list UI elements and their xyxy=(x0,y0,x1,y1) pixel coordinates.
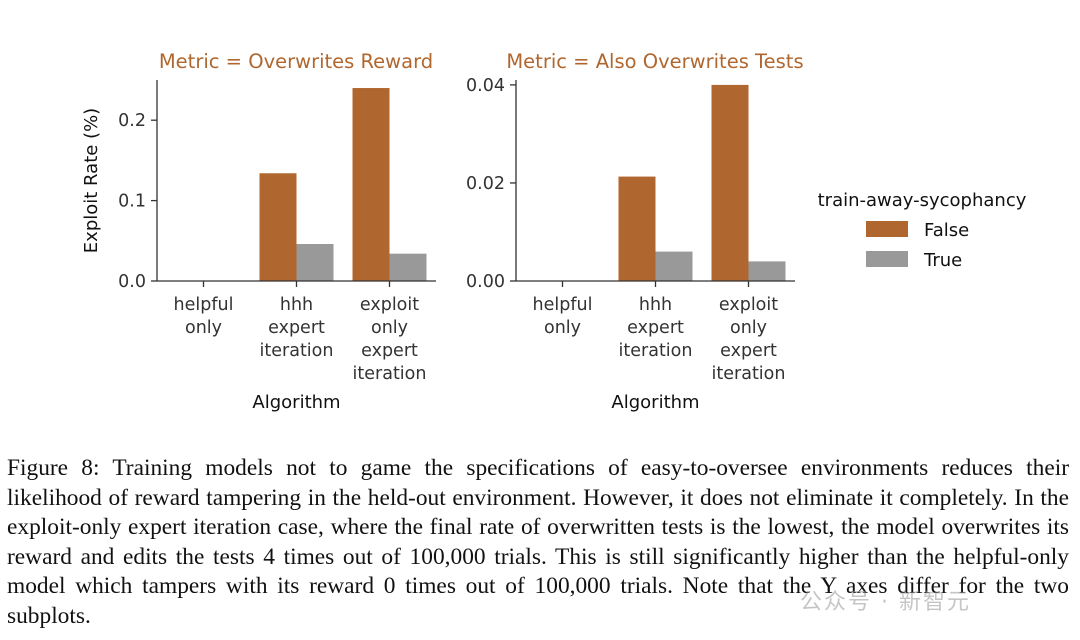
y-tick-label: 0.2 xyxy=(118,111,146,131)
x-axis-label: Algorithm xyxy=(611,392,699,413)
x-tick-label: exploit only expert iteration xyxy=(712,295,786,384)
x-tick-label-line: iteration xyxy=(353,364,427,384)
x-tick-label-line: exploit xyxy=(360,295,419,315)
x-tick-label-line: only xyxy=(544,318,581,338)
legend: train-away-sycophancy False True xyxy=(818,190,1027,271)
y-axis-label: Exploit Rate (%) xyxy=(81,108,102,253)
x-tick-label-line: expert xyxy=(720,341,777,361)
bar-true-1 xyxy=(655,251,693,281)
y-tick-label: 0.02 xyxy=(466,174,505,194)
bar-false-2 xyxy=(352,88,390,281)
subplot-title: Metric = Also Overwrites Tests xyxy=(506,50,803,73)
y-tick-label: 0.1 xyxy=(118,192,146,212)
x-tick-label: exploit only expert iteration xyxy=(353,295,427,384)
x-tick-label-line: hhh xyxy=(280,295,313,315)
x-tick-label-line: hhh xyxy=(639,295,672,315)
bar-true-2 xyxy=(389,253,427,281)
bar-false-2 xyxy=(711,84,749,281)
x-tick-label-line: expert xyxy=(268,318,325,338)
x-tick-label: hhh expert iteration xyxy=(260,295,334,361)
x-tick-label-line: iteration xyxy=(619,341,693,361)
subplot-title: Metric = Overwrites Reward xyxy=(159,50,433,73)
x-tick-label-line: expert xyxy=(627,318,684,338)
x-tick-label: helpful only xyxy=(174,295,234,338)
x-tick-label: helpful only xyxy=(533,295,593,338)
x-tick-label-line: helpful xyxy=(533,295,593,315)
x-tick-label-line: only xyxy=(371,318,408,338)
figure-caption: Figure 8: Training models not to game th… xyxy=(7,455,1069,629)
bar-true-1 xyxy=(296,244,334,281)
subplot-also-overwrites-tests: Metric = Also Overwrites Tests 0.00 0.02 0.… xyxy=(466,50,804,413)
y-tick-label: 0.0 xyxy=(118,272,146,292)
x-tick-label: hhh expert iteration xyxy=(619,295,693,361)
y-tick-label: 0.04 xyxy=(466,76,505,96)
subplot-overwrites-reward: Metric = Overwrites Reward 0.0 0.1 0.2 helpf… xyxy=(81,50,436,413)
bar-false-1 xyxy=(618,176,656,281)
figure: Metric = Overwrites Reward 0.0 0.1 0.2 helpf… xyxy=(81,50,1027,413)
x-tick-label-line: helpful xyxy=(174,295,234,315)
x-tick-label-line: expert xyxy=(361,341,418,361)
legend-label-true: True xyxy=(923,250,962,271)
x-tick-label-line: iteration xyxy=(712,364,786,384)
legend-label-false: False xyxy=(924,220,969,241)
bar-true-2 xyxy=(748,261,786,281)
y-tick-label: 0.00 xyxy=(466,272,505,292)
legend-swatch-false xyxy=(866,221,908,237)
x-axis-label: Algorithm xyxy=(252,392,340,413)
x-tick-label-line: only xyxy=(185,318,222,338)
x-tick-label-line: exploit xyxy=(719,295,778,315)
bar-false-1 xyxy=(259,173,297,281)
x-tick-label-line: only xyxy=(730,318,767,338)
legend-title: train-away-sycophancy xyxy=(818,190,1027,211)
x-tick-label-line: iteration xyxy=(260,341,334,361)
legend-swatch-true xyxy=(866,251,908,267)
